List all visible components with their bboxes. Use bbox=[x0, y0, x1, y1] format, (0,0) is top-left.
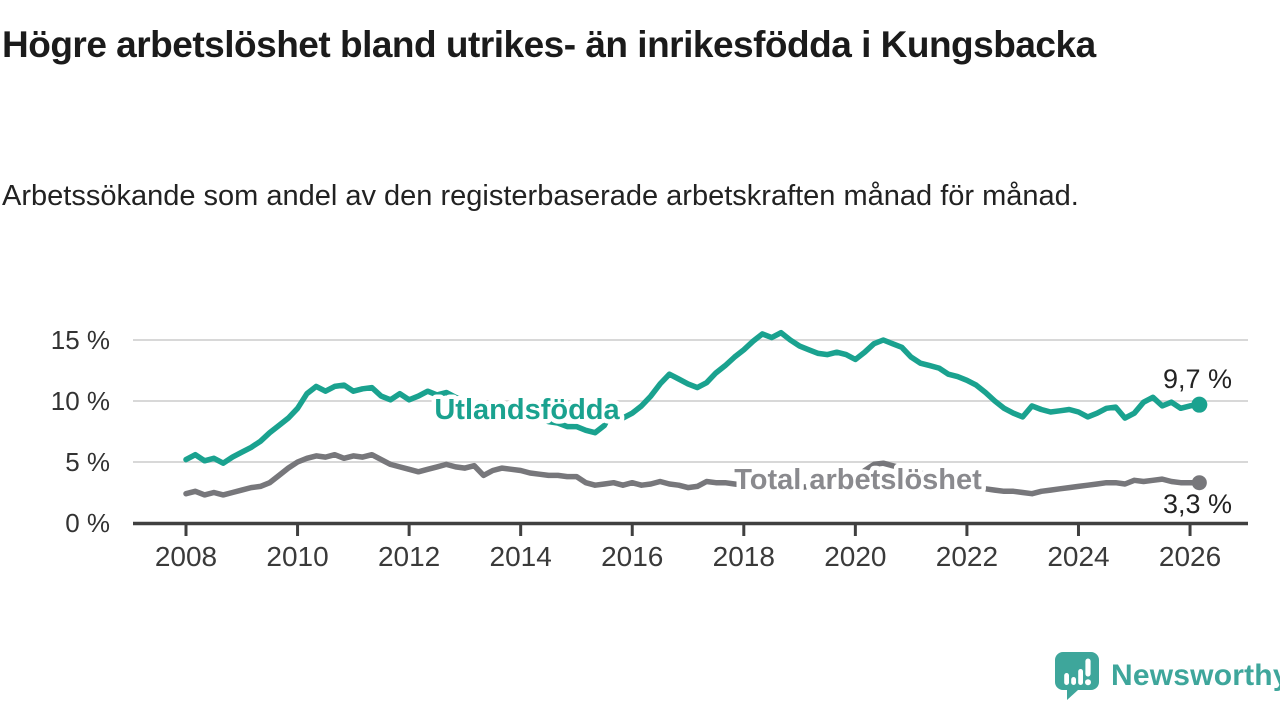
x-tick-label: 2016 bbox=[601, 541, 663, 572]
chart-subtitle: Arbetssökande som andel av den registerb… bbox=[2, 180, 1079, 212]
newsworthy-bubble-icon bbox=[1055, 652, 1099, 700]
page-title: Högre arbetslöshet bland utrikes- än inr… bbox=[2, 24, 1096, 65]
x-tick-label: 2022 bbox=[936, 541, 998, 572]
x-tick-label: 2026 bbox=[1159, 541, 1221, 572]
series-line-total bbox=[183, 451, 1203, 498]
exclamation-bar-icon bbox=[1085, 658, 1091, 677]
brand-name: Newsworthy bbox=[1111, 659, 1280, 692]
x-tick-label: 2012 bbox=[378, 541, 440, 572]
x-tick-label: 2020 bbox=[824, 541, 886, 572]
bar-icon-3 bbox=[1078, 669, 1083, 685]
y-tick-label: 0 % bbox=[65, 508, 110, 538]
series-end-dot bbox=[1191, 475, 1207, 491]
y-tick-label: 15 % bbox=[51, 325, 110, 355]
speech-bubble-shape bbox=[1055, 652, 1099, 700]
end-value-label: 3,3 % bbox=[1163, 489, 1232, 519]
x-tick-label: 2008 bbox=[155, 541, 217, 572]
series-line-utlandsfodda bbox=[183, 329, 1203, 466]
x-tick-label: 2024 bbox=[1047, 541, 1109, 572]
y-tick-label: 5 % bbox=[65, 447, 110, 477]
exclamation-dot-icon bbox=[1085, 679, 1091, 686]
bar-icon-2 bbox=[1071, 677, 1076, 685]
x-tick-label: 2018 bbox=[713, 541, 775, 572]
series-end-dot bbox=[1191, 396, 1208, 413]
y-tick-label: 10 % bbox=[51, 386, 110, 416]
bar-icon-1 bbox=[1064, 673, 1069, 685]
x-tick-label: 2014 bbox=[490, 541, 552, 572]
brand-logo: Newsworthy bbox=[1053, 650, 1280, 702]
series-label-utlandsfodda: Utlandsfödda bbox=[434, 394, 620, 426]
series-label-total: Total arbetslöshet bbox=[734, 464, 982, 496]
end-value-label: 9,7 % bbox=[1163, 364, 1232, 394]
x-tick-label: 2010 bbox=[266, 541, 328, 572]
